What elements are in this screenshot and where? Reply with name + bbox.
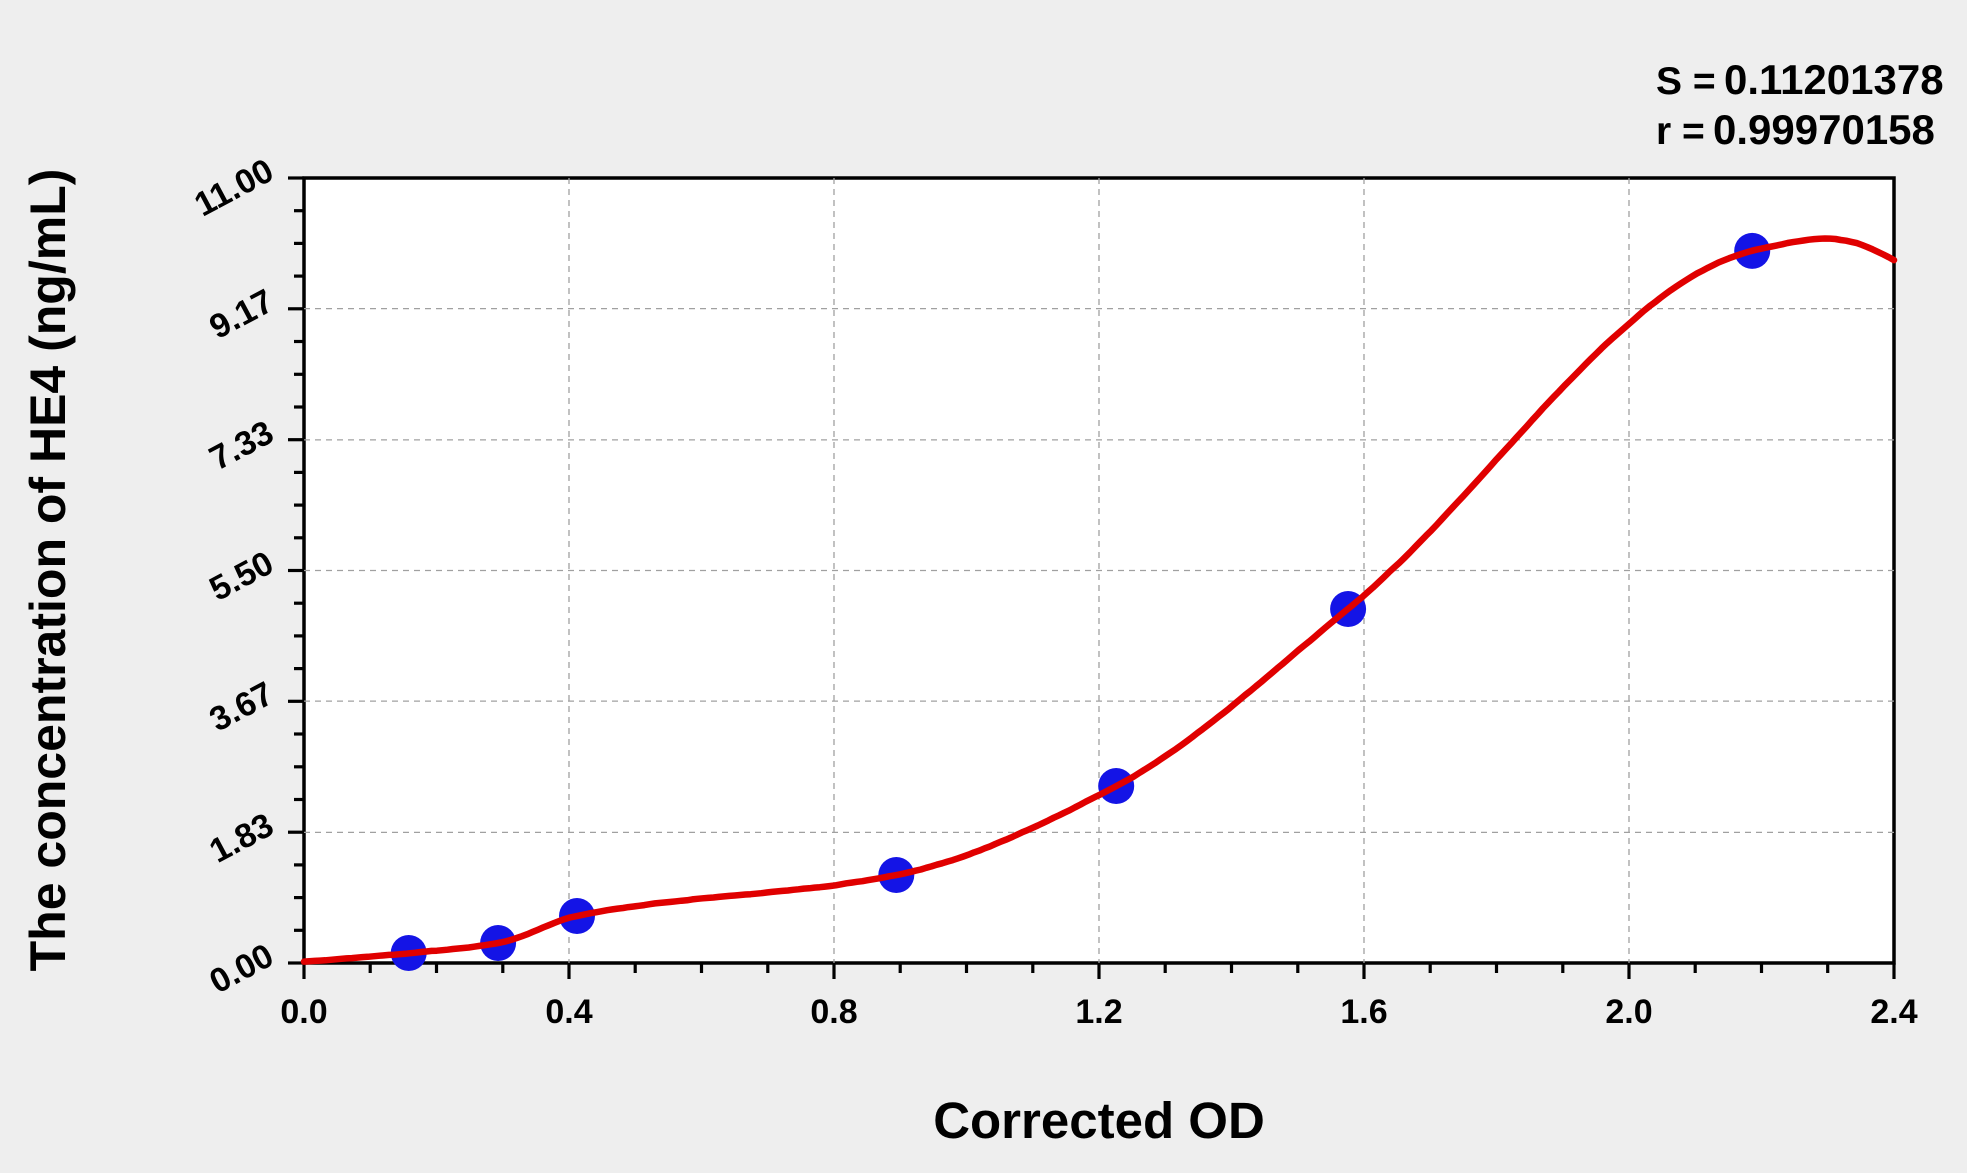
svg-text:0.4: 0.4 [545, 993, 592, 1031]
svg-text:0.8: 0.8 [810, 993, 857, 1031]
svg-text:0.99970158: 0.99970158 [1713, 106, 1935, 153]
svg-text:0.0: 0.0 [280, 993, 327, 1031]
svg-text:S =: S = [1656, 60, 1716, 103]
svg-text:The concentration of HE4 (ng/m: The concentration of HE4 (ng/mL) [20, 169, 76, 972]
svg-text:r =: r = [1656, 110, 1705, 153]
svg-text:2.0: 2.0 [1605, 993, 1652, 1031]
svg-text:1.2: 1.2 [1075, 993, 1122, 1031]
svg-text:0.11201378: 0.11201378 [1724, 56, 1944, 103]
svg-text:Corrected OD: Corrected OD [933, 1092, 1265, 1149]
svg-text:1.6: 1.6 [1340, 993, 1387, 1031]
svg-text:2.4: 2.4 [1870, 993, 1917, 1031]
